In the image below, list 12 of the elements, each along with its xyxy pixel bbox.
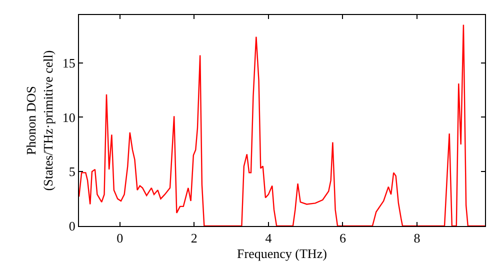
y-tick-label: 5 [68,164,76,180]
y-axis-title: Phonon DOS (States/THz·primitive cell) [23,50,56,191]
x-tick-label: 2 [190,230,198,246]
x-axis-title: Frequency (THz) [237,246,327,262]
y-tick-label: 0 [68,218,76,234]
y-tick-label: 15 [62,55,76,70]
line-series [79,24,485,226]
y-tick-label: 10 [62,110,76,125]
x-tick-label: 0 [116,230,124,246]
x-tick-label: 6 [339,230,346,246]
x-tick-label: 8 [414,230,420,246]
x-tick-label: 4 [265,230,272,246]
